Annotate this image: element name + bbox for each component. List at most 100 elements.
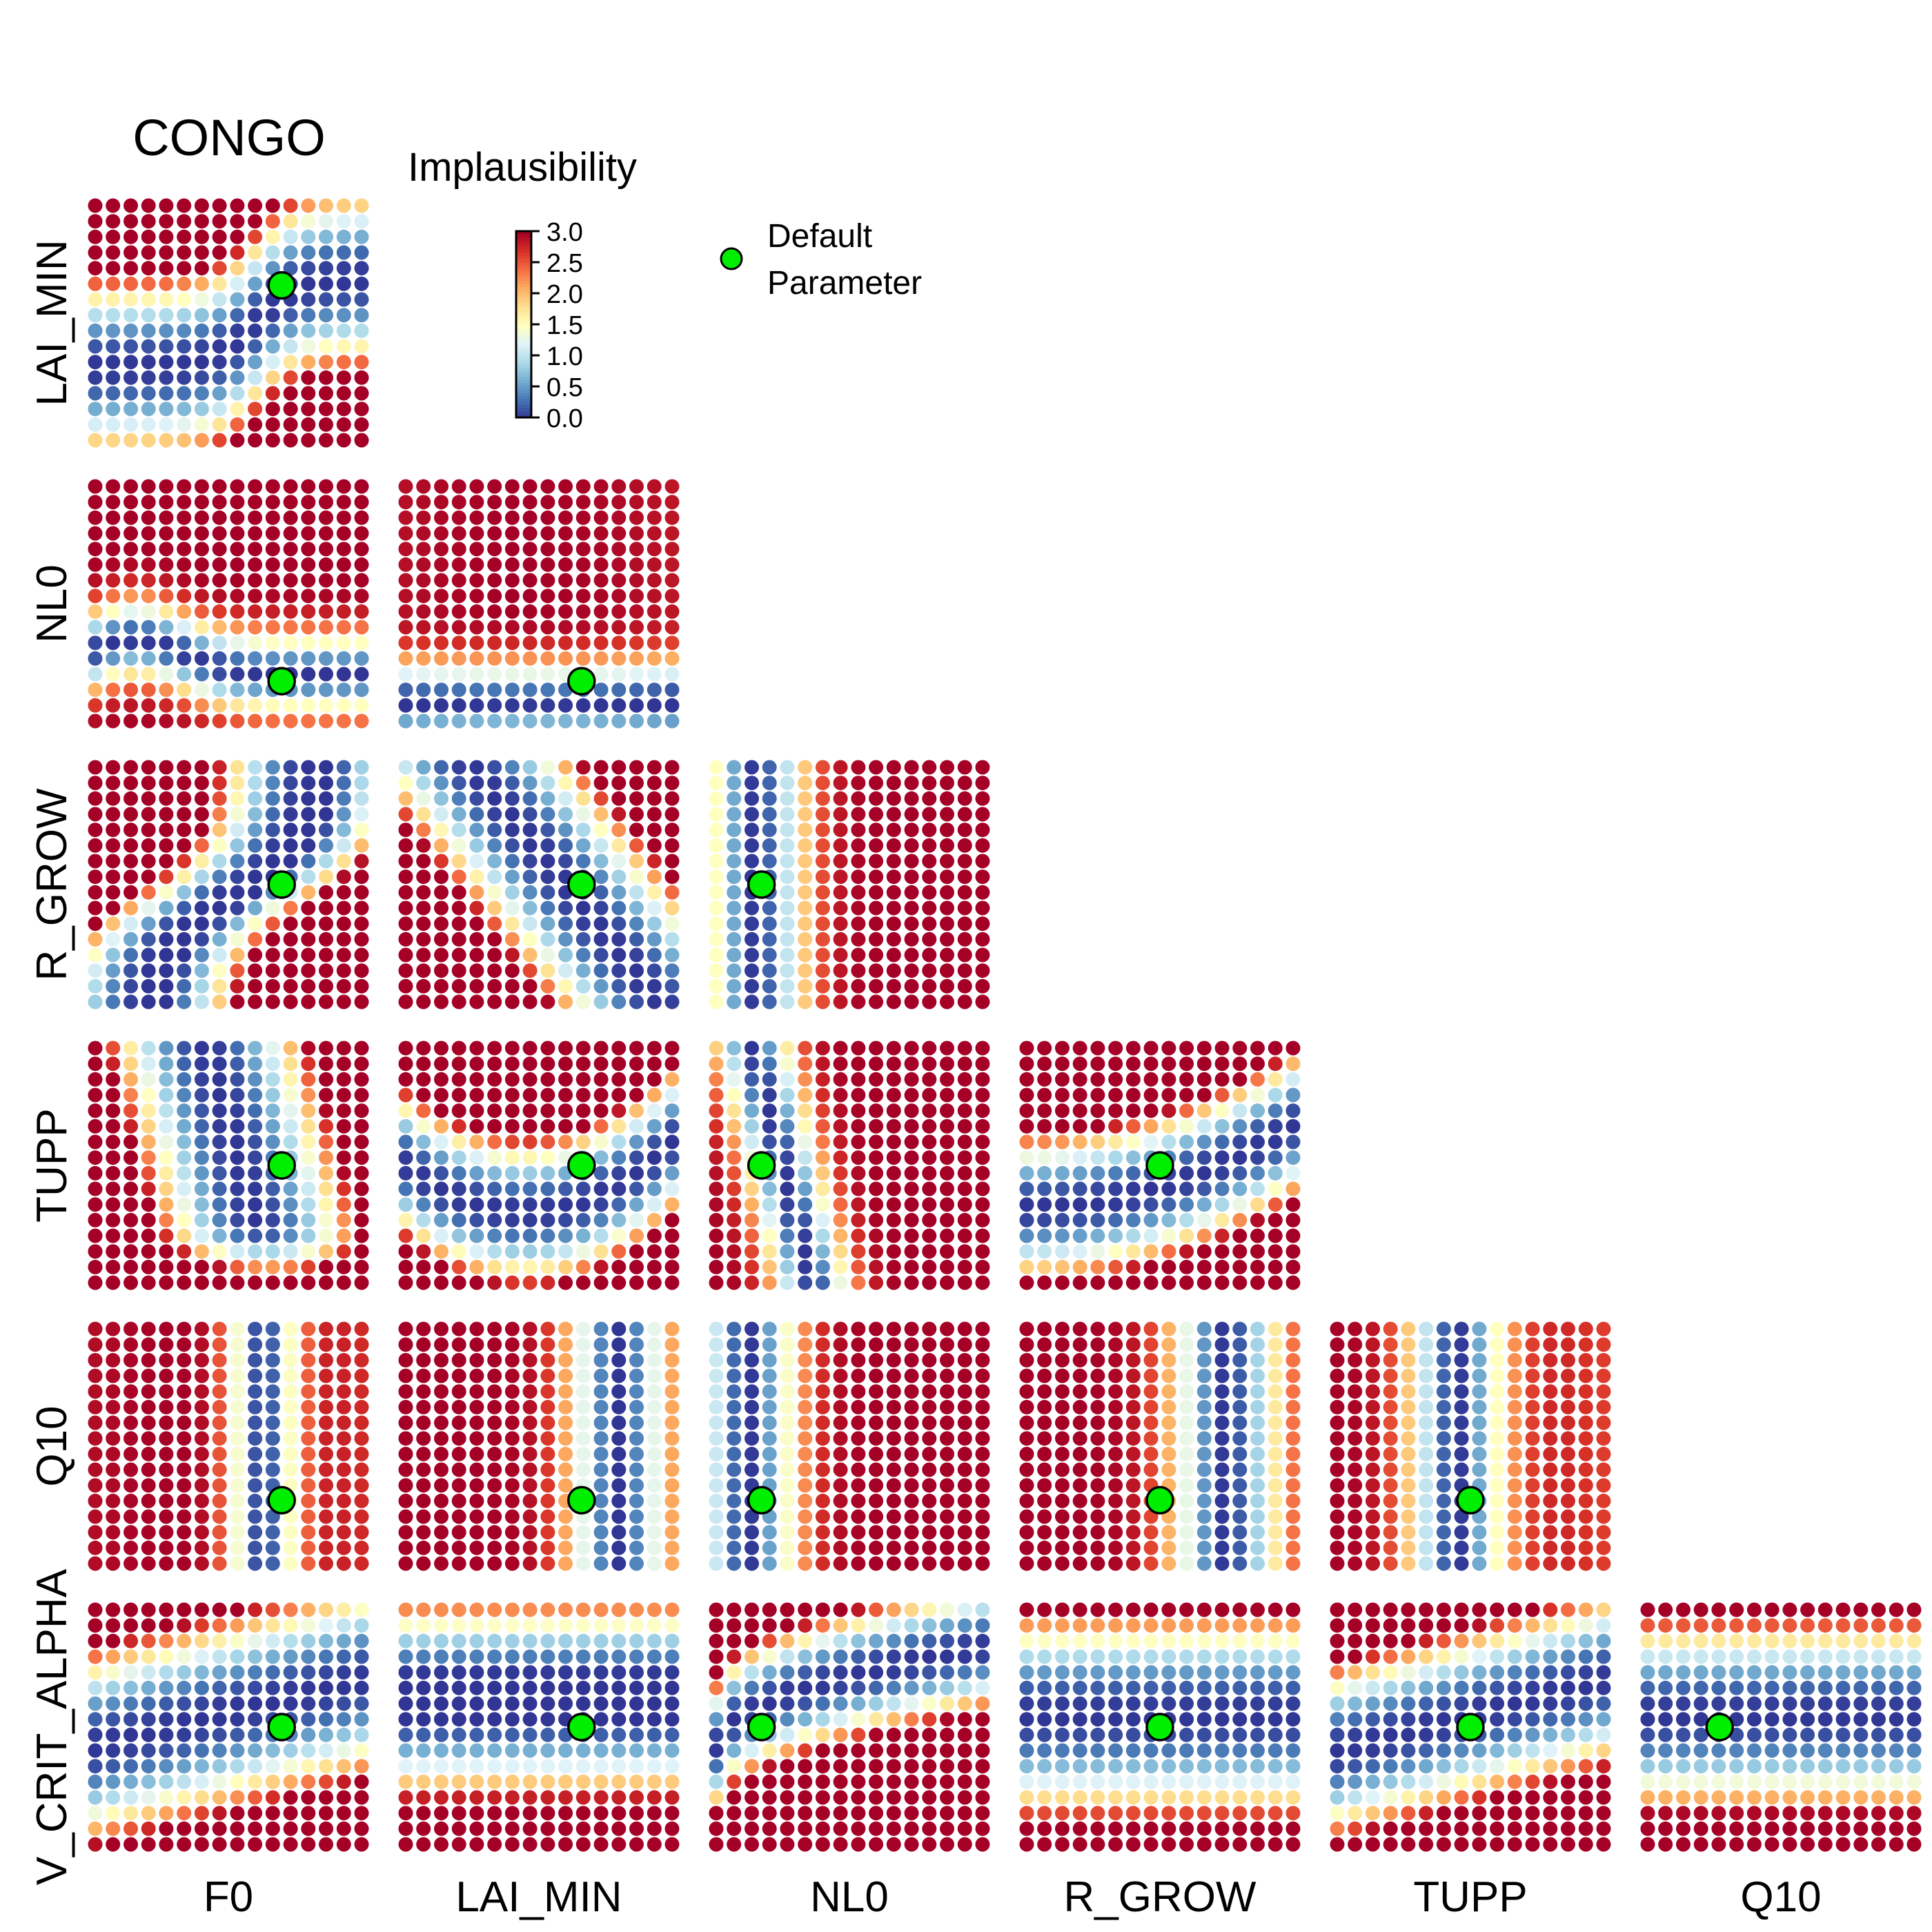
grid-point xyxy=(1161,1181,1176,1196)
grid-point xyxy=(1330,1399,1345,1414)
grid-point xyxy=(851,1696,866,1711)
grid-point xyxy=(1383,1602,1398,1617)
grid-point xyxy=(833,1743,848,1758)
grid-point xyxy=(1472,1431,1487,1446)
grid-point xyxy=(611,1150,627,1165)
grid-point xyxy=(212,1618,227,1633)
grid-point xyxy=(504,1712,520,1727)
grid-point xyxy=(940,1493,954,1508)
grid-point xyxy=(975,1352,990,1368)
grid-point xyxy=(904,1696,919,1711)
grid-point xyxy=(1330,1478,1345,1493)
grid-point xyxy=(611,1540,627,1555)
grid-point xyxy=(212,1774,227,1789)
grid-point xyxy=(522,1649,538,1664)
grid-point xyxy=(283,838,298,853)
grid-point xyxy=(265,323,280,338)
grid-point xyxy=(194,323,209,338)
grid-point xyxy=(487,760,502,775)
grid-point xyxy=(487,1244,502,1259)
grid-point xyxy=(212,526,227,541)
grid-point xyxy=(664,994,680,1009)
grid-point xyxy=(1179,1072,1194,1087)
grid-point xyxy=(124,620,138,635)
grid-point xyxy=(1543,1462,1558,1477)
grid-point xyxy=(886,869,901,885)
grid-point xyxy=(869,963,884,978)
grid-point xyxy=(398,1633,413,1648)
grid-point xyxy=(88,807,103,822)
grid-point xyxy=(336,229,351,244)
grid-point xyxy=(833,1837,848,1852)
grid-point xyxy=(1037,1821,1052,1836)
grid-point xyxy=(727,947,742,963)
grid-point xyxy=(434,1212,448,1228)
grid-point xyxy=(194,214,209,229)
grid-point xyxy=(194,807,209,822)
grid-point xyxy=(336,386,351,401)
grid-point xyxy=(301,1321,316,1337)
grid-point xyxy=(629,900,644,916)
grid-point xyxy=(1143,1556,1159,1571)
grid-point xyxy=(1090,1165,1105,1181)
grid-point xyxy=(248,339,263,354)
grid-point xyxy=(141,1041,156,1056)
grid-point xyxy=(212,838,227,853)
grid-point xyxy=(194,869,209,885)
grid-point xyxy=(922,760,937,775)
grid-point xyxy=(319,1759,333,1774)
grid-point xyxy=(1055,1212,1070,1228)
grid-point xyxy=(647,1072,662,1087)
grid-point xyxy=(1179,1759,1194,1774)
panel-F0-vs-V_CRIT_ALPHA xyxy=(88,1602,369,1852)
grid-point xyxy=(177,495,192,510)
grid-point xyxy=(886,1680,901,1695)
grid-point xyxy=(141,1649,156,1664)
panel-R_GROW-vs-V_CRIT_ALPHA xyxy=(1019,1602,1301,1852)
grid-point xyxy=(727,1259,742,1274)
grid-point xyxy=(283,370,298,385)
grid-point xyxy=(1348,1368,1363,1383)
grid-point xyxy=(558,1806,573,1821)
grid-point xyxy=(1143,1525,1159,1540)
grid-point xyxy=(159,1540,174,1555)
grid-point xyxy=(230,557,245,572)
grid-point xyxy=(301,526,316,541)
grid-point xyxy=(398,1072,413,1087)
grid-point xyxy=(159,1478,174,1493)
grid-point xyxy=(540,900,555,916)
grid-point xyxy=(1285,1540,1301,1555)
grid-point xyxy=(230,355,245,370)
grid-point xyxy=(798,1244,813,1259)
grid-point xyxy=(212,1244,227,1259)
grid-point xyxy=(833,1727,848,1742)
grid-point xyxy=(141,214,156,229)
grid-point xyxy=(106,573,121,588)
grid-point xyxy=(301,323,316,338)
grid-point xyxy=(886,931,901,947)
grid-point xyxy=(177,370,192,385)
grid-point xyxy=(540,807,555,822)
grid-point xyxy=(504,1446,520,1461)
grid-point xyxy=(540,1337,555,1352)
grid-point xyxy=(922,1665,937,1680)
grid-point xyxy=(159,433,174,448)
grid-point xyxy=(1019,1259,1034,1274)
grid-point xyxy=(1348,1743,1363,1758)
grid-point xyxy=(265,1759,280,1774)
grid-point xyxy=(416,495,431,510)
grid-point xyxy=(611,885,627,900)
grid-point xyxy=(336,604,351,619)
grid-point xyxy=(1090,1352,1105,1368)
grid-point xyxy=(1196,1525,1212,1540)
grid-point xyxy=(319,760,333,775)
grid-point xyxy=(575,1259,591,1274)
grid-point xyxy=(540,604,555,619)
grid-point xyxy=(1125,1446,1141,1461)
grid-point xyxy=(88,1275,103,1290)
grid-point xyxy=(522,573,538,588)
grid-point xyxy=(647,947,662,963)
grid-point xyxy=(940,1415,954,1430)
grid-point xyxy=(124,667,138,682)
grid-point xyxy=(141,1525,156,1540)
